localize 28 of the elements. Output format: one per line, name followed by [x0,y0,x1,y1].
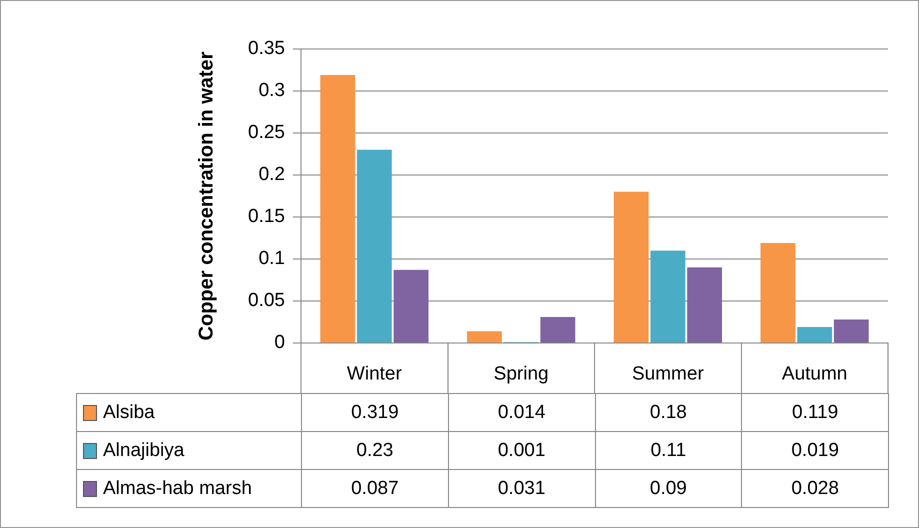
data-label: 0.319 [301,393,449,432]
data-label: 0.119 [741,393,889,432]
y-tick-label: 0.15 [248,206,285,228]
y-tick-label: 0.3 [258,80,285,102]
legend-label: Alnajibiya [76,431,302,470]
y-tick-label: 0 [274,332,285,354]
data-label: 0.11 [594,431,742,470]
data-label: 0.18 [594,393,742,432]
data-label: 0.019 [741,431,889,470]
data-label: 0.09 [594,469,742,508]
y-tick-label: 0.35 [248,38,285,60]
x-tick-label: Summer [632,364,704,385]
y-tick-label: 0.05 [248,290,285,312]
legend-label: Alsiba [76,393,302,432]
x-tick-label: Spring [494,364,549,385]
data-label: 0.087 [301,469,449,508]
y-tick-label: 0.2 [258,164,285,186]
data-label: 0.001 [448,431,596,470]
x-tick-label: Autumn [782,364,848,385]
data-label: 0.028 [741,469,889,508]
legend-label: Almas-hab marsh [76,469,302,508]
y-tick-label: 0.1 [258,248,285,270]
data-label: 0.031 [448,469,596,508]
data-label: 0.23 [301,431,449,470]
x-tick-label: Winter [346,364,402,385]
y-axis-title: Copper concentration in water [196,51,218,340]
y-tick-label: 0.25 [248,122,285,144]
data-label: 0.014 [448,393,596,432]
